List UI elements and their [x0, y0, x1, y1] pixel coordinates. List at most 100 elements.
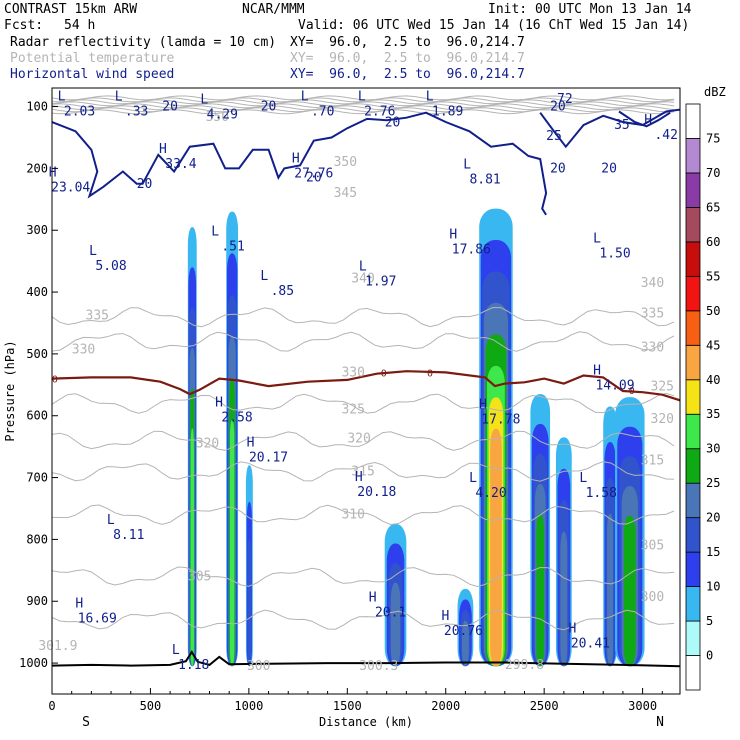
colorbar-level-70: 70 [706, 166, 720, 180]
extremum-type-24: L [107, 513, 115, 528]
extremum-value-10: .42 [654, 128, 677, 143]
extremum-type-10: H [644, 113, 652, 128]
axes: 0 500 1000 1500 2000 2500 30001002003004005006… [3, 87, 681, 730]
extremum-value-1: .33 [125, 104, 148, 119]
theta-contour-335 [52, 306, 675, 328]
colorbar-segment-12 [685, 241, 701, 277]
x-tick-label-5: 2500 [530, 699, 559, 713]
x-axis-label: Distance (km) [319, 715, 413, 729]
colorbar: 0 5 10 15 20 25 30 35 40 45 50 55 60 65 70 75 dBZ [685, 85, 726, 691]
theta-contour-320 [52, 430, 675, 451]
theta-label-18: 300.3 [359, 659, 398, 674]
terrain-line [52, 650, 680, 668]
colorbar-segment-16 [685, 103, 701, 139]
y-tick-label-6: 700 [26, 471, 48, 485]
reflectivity-cell-8-level-3 [607, 513, 614, 667]
reflectivity-cells [187, 208, 645, 667]
extremum-type-15: H [449, 227, 457, 242]
theta-label-24: 345 [334, 186, 357, 201]
extremum-type-13: L [260, 269, 268, 284]
theta-label-9: 320 [651, 412, 674, 427]
colorbar-level-10: 10 [706, 580, 720, 594]
extremum-value-3: .70 [311, 104, 334, 119]
valid-time: Valid: 06 UTC Wed 15 Jan 14 (16 ChT Wed … [298, 18, 690, 33]
x-tick-label-3: 1500 [333, 699, 362, 713]
colorbar-level-35: 35 [706, 407, 720, 421]
theta-label-7: 325 [341, 403, 364, 418]
extremum-value-26: 20.1 [375, 605, 406, 620]
x-tick-label-4: 2000 [431, 699, 460, 713]
wind-contours [52, 108, 680, 216]
extremum-type-0: L [58, 89, 66, 104]
forecast-hours: 54 h [64, 18, 96, 33]
colorbar-segment-10 [685, 310, 701, 346]
theta-contours [52, 95, 675, 631]
x-end-label-south: S [82, 715, 90, 730]
plot-background [51, 87, 681, 695]
extremum-value-4: 2.76 [364, 104, 395, 119]
theta-contour-315 [52, 461, 675, 482]
theta-contour-325 [52, 392, 675, 414]
extremum-type-25: H [75, 597, 83, 612]
colorbar-level-65: 65 [706, 200, 720, 214]
theta-upper-line-7 [52, 109, 675, 115]
extremum-value-16: 1.50 [599, 247, 630, 262]
y-tick-label-4: 500 [26, 347, 48, 361]
extremum-type-23: L [579, 471, 587, 486]
reflectivity-cell-1-level-5 [229, 419, 235, 667]
colorbar-level-25: 25 [706, 476, 720, 490]
extremum-type-22: L [469, 471, 477, 486]
theta-label-13: 315 [641, 453, 664, 468]
extremum-type-26: H [369, 590, 377, 605]
reflectivity-cell-2-level-2 [247, 538, 252, 667]
theta-upper-line-5 [52, 105, 675, 111]
wind-label-5: 20 [306, 171, 322, 186]
y-tick-label-9: 1000 [19, 656, 48, 670]
theta-label-1: 340 [641, 276, 664, 291]
theta-label-16: 305 [641, 539, 664, 554]
colorbar-level-55: 55 [706, 269, 720, 283]
extremum-value-18: 2.58 [221, 411, 252, 426]
theta-label-3: 335 [641, 307, 664, 322]
theta-label-8: 325 [651, 380, 674, 395]
colorbar-segment-4 [685, 517, 701, 553]
colorbar-segment-15 [685, 138, 701, 174]
field-xy-theta: XY= 96.0, 2.5 to 96.0,214.7 [290, 51, 525, 66]
contour-labels: 0 0 0 0 340 340 335 335 330 330 330 325 325 320 320 320… [38, 89, 678, 674]
colorbar-segment-11 [685, 275, 701, 312]
reflectivity-cell-0-level-5 [190, 428, 194, 667]
reflectivity-cell-4-level-3 [461, 620, 469, 667]
overlay-lines [52, 370, 680, 668]
theta-label-12: 315 [351, 464, 374, 479]
wind-label-7: 20 [601, 161, 617, 176]
colorbar-segment-3 [685, 551, 701, 587]
x-tick-label-6: 3000 [628, 699, 657, 713]
y-tick-label-0: 100 [26, 100, 48, 114]
colorbar-level-45: 45 [706, 338, 720, 352]
theta-label-5: 330 [641, 341, 664, 356]
field-name-reflectivity: Radar reflectivity (lamda = 10 cm) [10, 35, 277, 50]
reflectivity-cell-7-level-3 [560, 531, 568, 667]
freezing-level-line [52, 370, 680, 402]
extremum-value-15: 17.86 [452, 242, 491, 257]
extremum-type-28: H [569, 621, 577, 636]
extremum-type-17: H [593, 363, 601, 378]
colorbar-segment-5 [685, 482, 701, 519]
wind-label-10: 72 [557, 92, 573, 107]
wind-label-4: 20 [137, 177, 153, 192]
colorbar-segment-6 [685, 448, 701, 484]
theta-label-14: 310 [341, 508, 364, 523]
colorbar-segment-9 [685, 344, 701, 381]
field-xy-reflectivity: XY= 96.0, 2.5 to 96.0,214.7 [290, 35, 525, 50]
extremum-type-12: L [89, 244, 97, 259]
extremum-value-27: 20.76 [444, 624, 483, 639]
theta-label-20: 301.9 [38, 639, 77, 654]
extremum-value-29: 1.18 [178, 658, 209, 673]
wind-label-1: 20 [261, 100, 277, 115]
extremum-value-19: 17.78 [481, 412, 520, 427]
extremum-value-17: 14.09 [595, 378, 634, 393]
extremum-type-9: L [463, 157, 471, 172]
theta-label-23: 350 [334, 155, 357, 170]
theta-label-4: 330 [72, 343, 95, 358]
